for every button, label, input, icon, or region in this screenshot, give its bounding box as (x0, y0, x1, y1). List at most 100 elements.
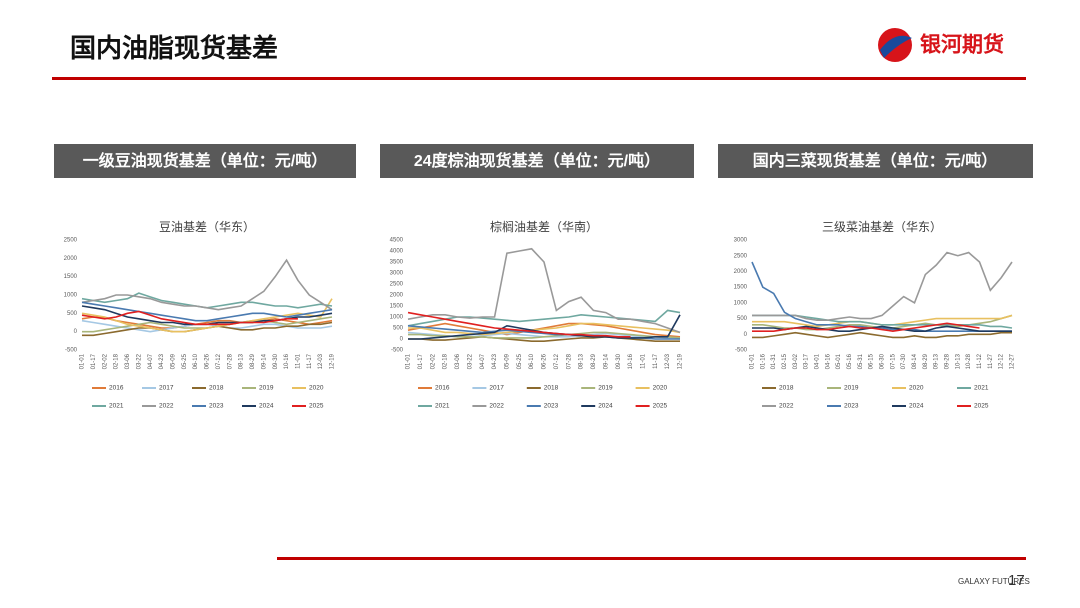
x-tick-label: 04-07 (148, 353, 154, 369)
series-line (408, 335, 680, 342)
series-line (407, 311, 631, 338)
legend-label: 2024 (909, 403, 924, 410)
x-tick-label: 06-26 (205, 353, 211, 369)
legend-label: 2019 (844, 385, 859, 392)
panel-header (54, 144, 356, 178)
x-tick-label: 06-10 (193, 353, 199, 369)
series-line (81, 310, 298, 326)
x-tick-label: 10-13 (955, 353, 961, 369)
x-tick-label: 03-22 (136, 353, 142, 369)
y-tick-label: -500 (65, 348, 78, 354)
legend-label: 2022 (779, 403, 794, 410)
legend-label: 2025 (309, 403, 324, 410)
legend-label: 2024 (598, 403, 613, 410)
series-line (81, 258, 333, 311)
x-tick-label: 07-12 (216, 353, 222, 369)
x-tick-label: 08-13 (579, 353, 585, 369)
y-tick-label: 0 (74, 329, 78, 335)
x-tick-label: 10-28 (966, 353, 972, 369)
y-tick-label: 2500 (734, 253, 748, 259)
series-line (81, 298, 333, 333)
x-tick-label: 05-01 (836, 353, 842, 369)
legend-label: 2018 (209, 385, 224, 392)
logo: 银河期货 (878, 28, 1004, 62)
x-tick-label: 01-01 (406, 353, 412, 369)
legend-label: 2022 (489, 403, 504, 410)
legend-label: 2025 (974, 403, 989, 410)
x-tick-label: 04-07 (480, 353, 486, 369)
x-tick-label: 12-03 (665, 353, 671, 369)
x-tick-label: 12-12 (999, 353, 1005, 369)
x-tick-label: 01-31 (771, 353, 777, 369)
y-tick-label: 2000 (390, 293, 404, 299)
y-tick-label: 0 (744, 332, 748, 338)
x-tick-label: 03-22 (467, 353, 473, 369)
series-line (752, 331, 1012, 339)
legend-label: 2020 (653, 385, 668, 392)
x-tick-label: 04-16 (825, 353, 831, 369)
x-tick-label: 04-23 (159, 353, 165, 369)
y-tick-label: 3500 (390, 260, 404, 266)
y-tick-label: 2000 (734, 269, 748, 275)
x-tick-label: 10-16 (284, 353, 290, 369)
panel-title: 24度棕油现货基差（单位：元/吨） (414, 151, 660, 170)
footer-brand: GALAXY FUTURES (958, 577, 1030, 586)
series-line (752, 251, 1013, 321)
y-tick-label: 2500 (64, 238, 78, 244)
x-tick-label: 05-31 (858, 353, 864, 369)
series-line (81, 301, 333, 322)
y-tick-label: -500 (391, 348, 404, 354)
y-tick-label: 3000 (390, 271, 404, 277)
x-tick-label: 03-06 (125, 353, 131, 369)
x-tick-label: 04-23 (492, 353, 498, 369)
x-tick-label: 12-03 (318, 353, 324, 369)
logo-text: 银河期货 (920, 33, 1004, 57)
legend-label: 2021 (109, 403, 124, 410)
legend-label: 2023 (544, 403, 559, 410)
x-tick-label: 08-29 (250, 353, 256, 369)
y-tick-label: 1500 (64, 274, 78, 280)
chart-title: 棕榈油基差（华南） (490, 219, 598, 234)
y-tick-label: 1000 (390, 315, 404, 321)
x-tick-label: 11-17 (307, 353, 313, 369)
legend-label: 2022 (159, 403, 174, 410)
legend-label: 2019 (259, 385, 274, 392)
x-tick-label: 12-19 (330, 353, 336, 369)
series-line (408, 322, 681, 336)
legend-label: 2020 (309, 385, 324, 392)
x-tick-label: 01-01 (80, 353, 86, 369)
x-tick-label: 02-18 (114, 353, 120, 369)
panel-title: 一级豆油现货基差（单位：元/吨） (83, 151, 327, 170)
y-tick-label: 500 (67, 311, 78, 317)
slide-title: 国内油脂现货基差 (70, 33, 278, 63)
x-tick-label: 03-17 (804, 353, 810, 369)
x-tick-label: 06-30 (880, 353, 886, 369)
x-tick-label: 01-17 (418, 353, 424, 369)
x-tick-label: 01-16 (760, 353, 766, 369)
series-line (752, 322, 980, 332)
panel-title: 国内三菜现货基差（单位：元/吨） (753, 151, 997, 170)
y-tick-label: 1000 (64, 293, 78, 299)
x-tick-label: 08-13 (239, 353, 245, 369)
x-tick-label: 12-19 (678, 353, 684, 369)
x-tick-label: 08-14 (912, 353, 918, 369)
x-tick-label: 06-26 (542, 353, 548, 369)
x-tick-label: 09-13 (934, 353, 940, 369)
x-tick-label: 11-01 (640, 353, 646, 369)
y-tick-label: 4000 (390, 249, 404, 255)
y-tick-label: 2500 (390, 282, 404, 288)
y-tick-label: 4500 (390, 238, 404, 244)
x-tick-label: 03-02 (793, 353, 799, 369)
legend-label: 2019 (598, 385, 613, 392)
x-tick-label: 11-12 (977, 353, 983, 369)
legend-label: 2021 (435, 403, 450, 410)
legend-label: 2018 (544, 385, 559, 392)
footer-rule (277, 557, 1026, 560)
x-tick-label: 02-18 (443, 353, 449, 369)
x-tick-label: 09-30 (616, 353, 622, 369)
legend-label: 2023 (844, 403, 859, 410)
legend-label: 2016 (109, 385, 124, 392)
y-tick-label: 1500 (390, 304, 404, 310)
chart-title: 豆油基差（华东） (159, 220, 255, 234)
